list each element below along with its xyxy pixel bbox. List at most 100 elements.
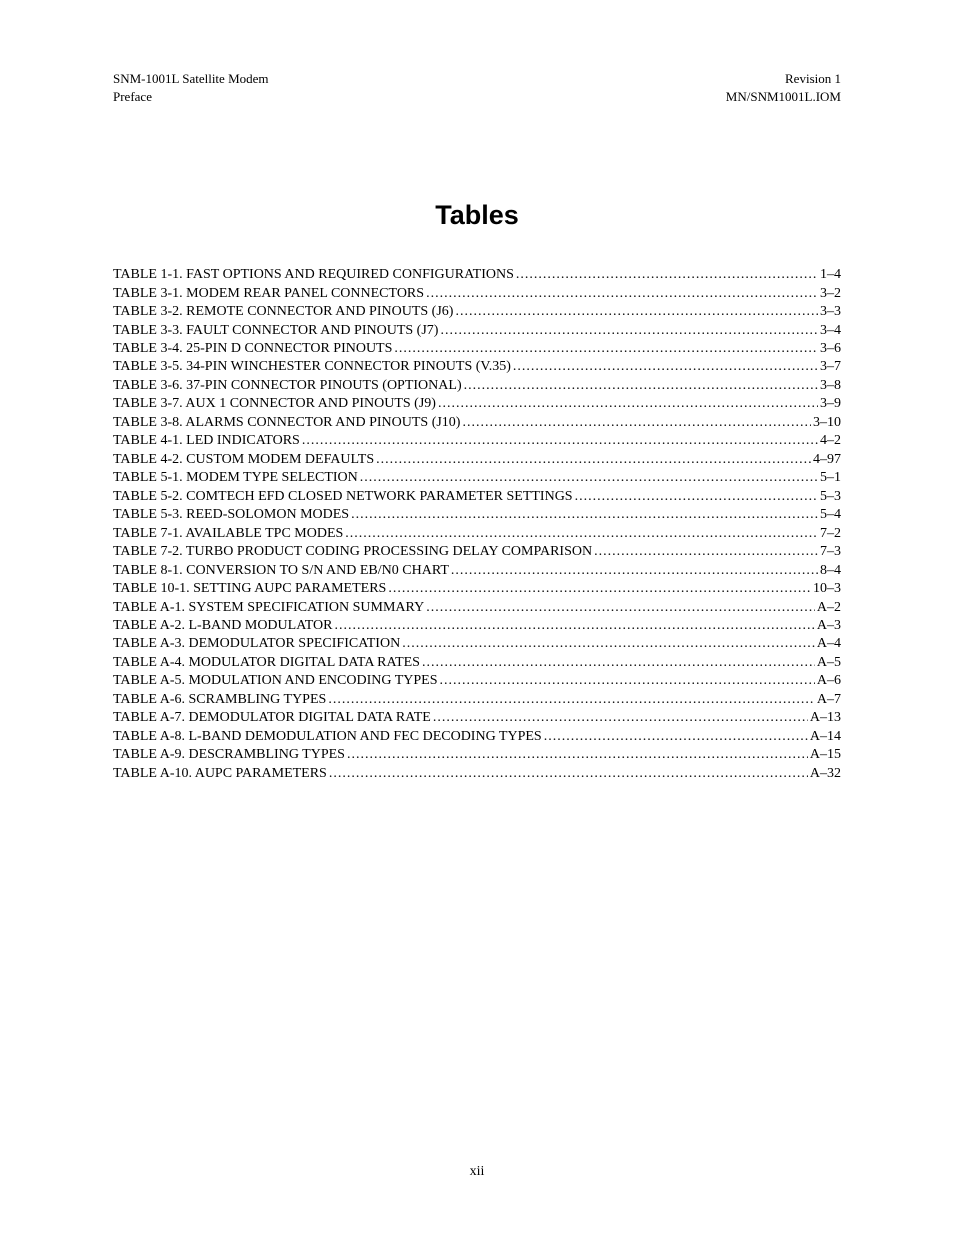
toc-leader-dots — [335, 617, 815, 635]
toc-entry-page: A–6 — [817, 672, 841, 690]
toc-entry: TABLE A-5. MODULATION AND ENCODING TYPES… — [113, 672, 841, 690]
header-left: SNM-1001L Satellite Modem Preface — [113, 70, 269, 105]
toc-entry-label: TABLE 3-1. MODEM REAR PANEL CONNECTORS — [113, 285, 424, 303]
toc-leader-dots — [388, 580, 811, 598]
toc-entry-label: TABLE 3-8. ALARMS CONNECTOR AND PINOUTS … — [113, 414, 460, 432]
toc-entry: TABLE 7-2. TURBO PRODUCT CODING PROCESSI… — [113, 543, 841, 561]
toc-entry-page: 4–97 — [813, 451, 841, 469]
toc-entry: TABLE 5-2. COMTECH EFD CLOSED NETWORK PA… — [113, 488, 841, 506]
toc-entry-label: TABLE 1-1. FAST OPTIONS AND REQUIRED CON… — [113, 266, 514, 284]
toc-leader-dots — [345, 525, 818, 543]
toc-leader-dots — [451, 562, 818, 580]
header-right: Revision 1 MN/SNM1001L.IOM — [726, 70, 841, 105]
toc-entry-label: TABLE 7-2. TURBO PRODUCT CODING PROCESSI… — [113, 543, 592, 561]
header-left-line1: SNM-1001L Satellite Modem — [113, 70, 269, 88]
toc-leader-dots — [426, 285, 818, 303]
toc-entry-label: TABLE A-1. SYSTEM SPECIFICATION SUMMARY — [113, 599, 424, 617]
toc-leader-dots — [462, 414, 811, 432]
toc-entry: TABLE 3-3. FAULT CONNECTOR AND PINOUTS (… — [113, 322, 841, 340]
toc-entry-label: TABLE A-3. DEMODULATOR SPECIFICATION — [113, 635, 400, 653]
toc-entry-page: A–32 — [810, 765, 841, 783]
toc-leader-dots — [351, 506, 818, 524]
toc-entry-label: TABLE 8-1. CONVERSION TO S/N AND EB/N0 C… — [113, 562, 449, 580]
toc-entry-label: TABLE 4-1. LED INDICATORS — [113, 432, 300, 450]
toc-entry-label: TABLE A-9. DESCRAMBLING TYPES — [113, 746, 345, 764]
toc-entry: TABLE 3-2. REMOTE CONNECTOR AND PINOUTS … — [113, 303, 841, 321]
toc-leader-dots — [594, 543, 818, 561]
toc-entry-page: 3–7 — [820, 358, 841, 376]
toc-entry: TABLE A-6. SCRAMBLING TYPESA–7 — [113, 691, 841, 709]
toc-entry-page: A–15 — [810, 746, 841, 764]
toc-entry: TABLE A-3. DEMODULATOR SPECIFICATION A–4 — [113, 635, 841, 653]
toc-entry: TABLE 1-1. FAST OPTIONS AND REQUIRED CON… — [113, 266, 841, 284]
toc-entry-page: A–5 — [817, 654, 841, 672]
toc-entry-page: 3–8 — [820, 377, 841, 395]
toc-entry-label: TABLE 3-4. 25-PIN D CONNECTOR PINOUTS — [113, 340, 392, 358]
toc-entry-page: 3–3 — [820, 303, 841, 321]
toc-leader-dots — [440, 322, 818, 340]
toc-entry-label: TABLE A-7. DEMODULATOR DIGITAL DATA RATE — [113, 709, 431, 727]
toc-entry-page: A–4 — [817, 635, 841, 653]
toc-entry-page: A–7 — [817, 691, 841, 709]
toc-leader-dots — [433, 709, 808, 727]
toc-entry-label: TABLE 5-2. COMTECH EFD CLOSED NETWORK PA… — [113, 488, 573, 506]
toc-entry-page: 5–4 — [820, 506, 841, 524]
toc-leader-dots — [426, 599, 815, 617]
toc-entry: TABLE 7-1. AVAILABLE TPC MODES 7–2 — [113, 525, 841, 543]
toc-entry: TABLE A-7. DEMODULATOR DIGITAL DATA RATE… — [113, 709, 841, 727]
toc-entry-label: TABLE A-5. MODULATION AND ENCODING TYPES — [113, 672, 438, 690]
toc-entry-label: TABLE A-2. L-BAND MODULATOR — [113, 617, 333, 635]
toc-leader-dots — [455, 303, 818, 321]
toc-leader-dots — [394, 340, 818, 358]
toc-entry-page: 10–3 — [813, 580, 841, 598]
toc-entry: TABLE 8-1. CONVERSION TO S/N AND EB/N0 C… — [113, 562, 841, 580]
toc-entry-page: 5–3 — [820, 488, 841, 506]
toc-leader-dots — [516, 266, 818, 284]
toc-entry-page: 8–4 — [820, 562, 841, 580]
toc-entry-page: 3–2 — [820, 285, 841, 303]
toc-entry: TABLE 3-4. 25-PIN D CONNECTOR PINOUTS 3–6 — [113, 340, 841, 358]
tables-toc: TABLE 1-1. FAST OPTIONS AND REQUIRED CON… — [113, 266, 841, 783]
toc-entry: TABLE A-10. AUPC PARAMETERS A–32 — [113, 765, 841, 783]
toc-entry: TABLE 5-1. MODEM TYPE SELECTION5–1 — [113, 469, 841, 487]
toc-entry-label: TABLE 4-2. CUSTOM MODEM DEFAULTS — [113, 451, 374, 469]
toc-entry-page: 4–2 — [820, 432, 841, 450]
toc-entry-label: TABLE A-8. L-BAND DEMODULATION AND FEC D… — [113, 728, 542, 746]
toc-entry-page: 7–3 — [820, 543, 841, 561]
toc-leader-dots — [513, 358, 818, 376]
toc-entry-label: TABLE 10-1. SETTING AUPC PARAMETERS — [113, 580, 386, 598]
toc-entry-page: 3–6 — [820, 340, 841, 358]
toc-entry-page: A–13 — [810, 709, 841, 727]
toc-entry: TABLE A-2. L-BAND MODULATORA–3 — [113, 617, 841, 635]
toc-entry: TABLE 3-5. 34-PIN WINCHESTER CONNECTOR P… — [113, 358, 841, 376]
toc-entry: TABLE 3-8. ALARMS CONNECTOR AND PINOUTS … — [113, 414, 841, 432]
toc-entry-label: TABLE A-10. AUPC PARAMETERS — [113, 765, 327, 783]
toc-leader-dots — [544, 728, 808, 746]
toc-leader-dots — [347, 746, 808, 764]
toc-entry-label: TABLE 3-5. 34-PIN WINCHESTER CONNECTOR P… — [113, 358, 511, 376]
toc-leader-dots — [464, 377, 818, 395]
toc-entry-label: TABLE 3-3. FAULT CONNECTOR AND PINOUTS (… — [113, 322, 438, 340]
toc-leader-dots — [438, 395, 818, 413]
toc-entry: TABLE 5-3. REED-SOLOMON MODES5–4 — [113, 506, 841, 524]
toc-entry-label: TABLE 7-1. AVAILABLE TPC MODES — [113, 525, 343, 543]
header-right-line1: Revision 1 — [726, 70, 841, 88]
header-left-line2: Preface — [113, 88, 269, 106]
toc-entry: TABLE A-9. DESCRAMBLING TYPES A–15 — [113, 746, 841, 764]
toc-leader-dots — [328, 691, 815, 709]
toc-leader-dots — [575, 488, 818, 506]
page-header: SNM-1001L Satellite Modem Preface Revisi… — [113, 70, 841, 105]
toc-entry: TABLE 10-1. SETTING AUPC PARAMETERS 10–3 — [113, 580, 841, 598]
toc-entry: TABLE A-8. L-BAND DEMODULATION AND FEC D… — [113, 728, 841, 746]
toc-leader-dots — [440, 672, 815, 690]
toc-entry: TABLE 4-1. LED INDICATORS 4–2 — [113, 432, 841, 450]
toc-entry-page: 3–9 — [820, 395, 841, 413]
toc-entry-page: 7–2 — [820, 525, 841, 543]
toc-entry-page: 5–1 — [820, 469, 841, 487]
toc-leader-dots — [402, 635, 815, 653]
toc-entry-page: A–14 — [810, 728, 841, 746]
toc-entry-label: TABLE A-4. MODULATOR DIGITAL DATA RATES — [113, 654, 420, 672]
toc-leader-dots — [329, 765, 808, 783]
toc-leader-dots — [360, 469, 818, 487]
toc-leader-dots — [302, 432, 818, 450]
